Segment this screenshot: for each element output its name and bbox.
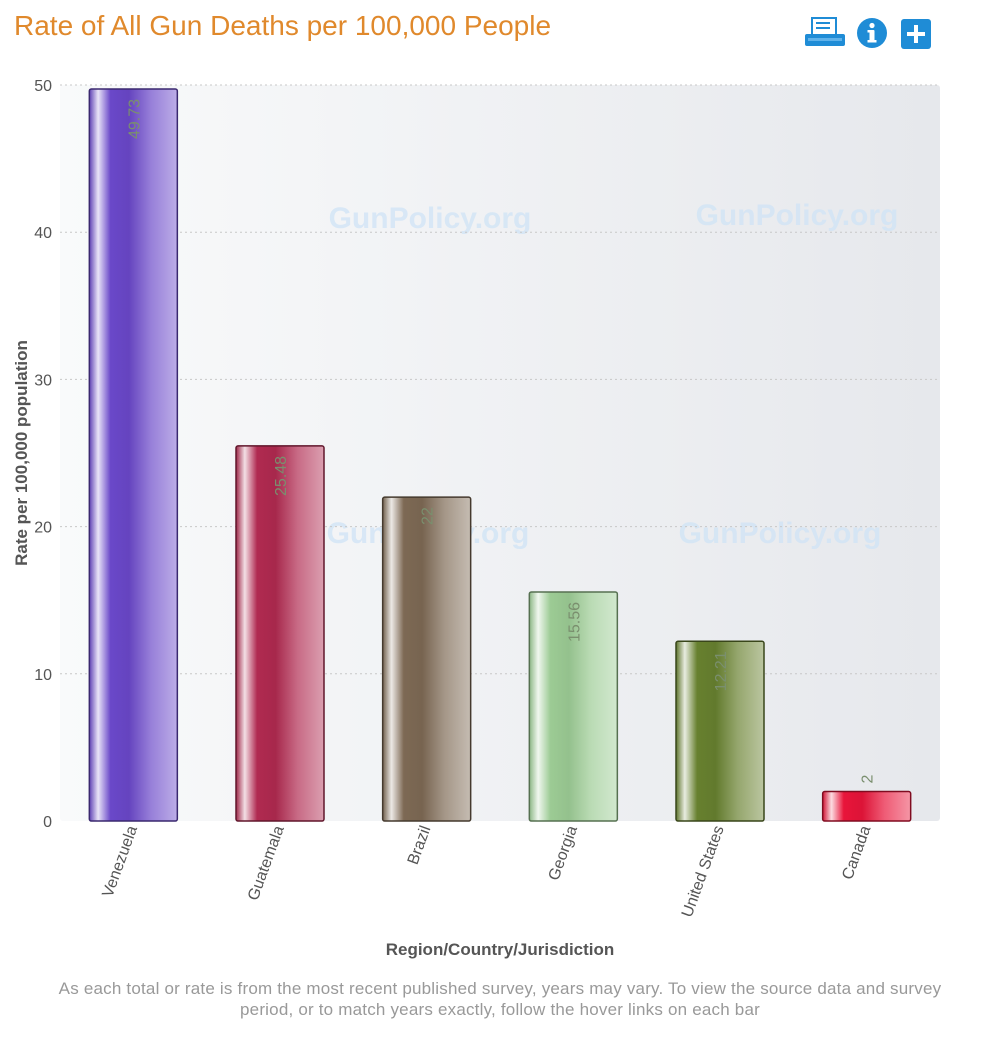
bar-canada[interactable] (821, 790, 912, 822)
bar-brazil[interactable] (381, 496, 472, 822)
x-axis-title: Region/Country/Jurisdiction (386, 940, 615, 959)
x-category-label: Guatemala (245, 823, 288, 902)
bar-georgia[interactable] (528, 591, 619, 822)
footnote: As each total or rate is from the most r… (58, 979, 942, 1019)
bar-chart: GunPolicy.org GunPolicy.org GunPolicy.org G… (12, 78, 940, 959)
bar-guatemala[interactable] (235, 445, 325, 822)
bar-series: 49.73 25.48 22 15.56 12.21 2 (88, 88, 912, 822)
x-category-label: Venezuela (100, 823, 142, 899)
x-category-label: Brazil (405, 824, 435, 867)
bar-united-states[interactable] (675, 640, 765, 822)
y-tick-label: 50 (34, 78, 52, 95)
data-label: 22 (420, 507, 437, 525)
gridlines (60, 84, 940, 675)
add-icon (901, 19, 931, 49)
watermark-2: GunPolicy.org (696, 199, 899, 232)
data-label: 49.73 (126, 99, 143, 139)
chart-toolbar (804, 16, 940, 56)
plot-area (60, 85, 940, 821)
x-axis-categories: Venezuela Guatemala Brazil Georgia United St… (100, 823, 875, 919)
page-title: Rate of All Gun Deaths per 100,000 Peopl… (14, 10, 552, 41)
y-tick-label: 20 (34, 520, 52, 537)
y-tick-label: 40 (34, 225, 52, 242)
info-button[interactable] (856, 17, 888, 54)
x-category-label: Georgia (546, 823, 581, 882)
info-icon (857, 18, 887, 48)
y-tick-label: 10 (34, 667, 52, 684)
x-category-label: Canada (839, 823, 874, 882)
data-label: 15.56 (566, 602, 583, 642)
x-category-label: United States (679, 824, 728, 920)
print-icon (805, 17, 845, 46)
watermark-4: GunPolicy.org (679, 517, 882, 550)
watermark-1: GunPolicy.org (329, 202, 532, 235)
data-label: 25.48 (273, 456, 290, 496)
y-axis-title: Rate per 100,000 population (12, 340, 31, 566)
y-axis-ticks: 0 10 20 30 40 50 (34, 78, 52, 831)
data-label: 2 (860, 775, 877, 784)
bar-venezuela[interactable] (88, 88, 179, 822)
y-tick-label: 0 (43, 814, 52, 831)
print-button[interactable] (804, 16, 848, 55)
data-label: 12.21 (713, 651, 730, 691)
more-button[interactable] (900, 18, 932, 55)
y-tick-label: 30 (34, 372, 52, 389)
